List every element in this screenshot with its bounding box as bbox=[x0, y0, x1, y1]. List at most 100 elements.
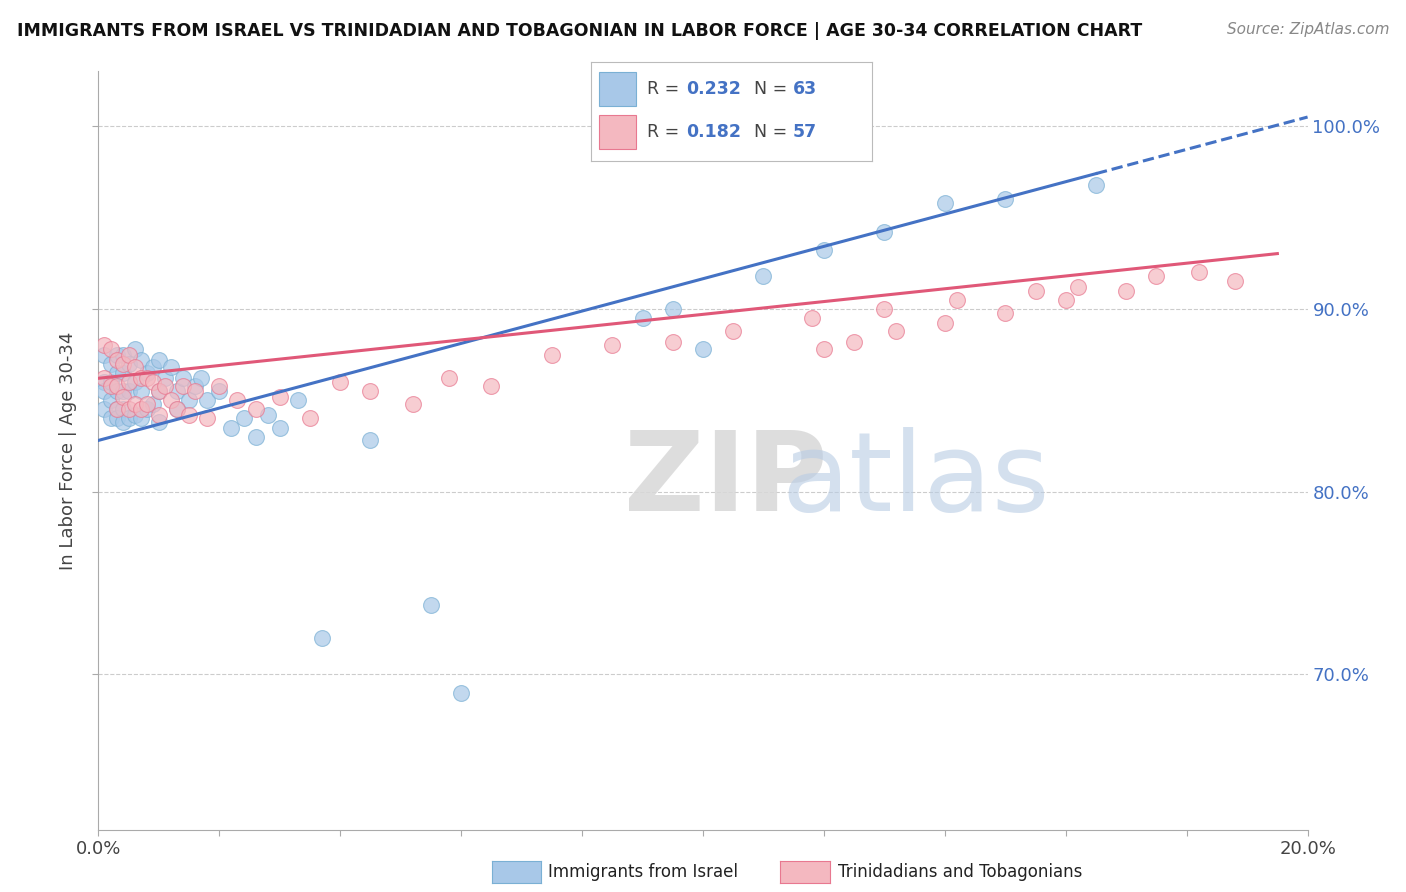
Point bbox=[135, 402, 157, 417]
Text: 63: 63 bbox=[793, 80, 817, 98]
Text: Trinidadians and Tobagonians: Trinidadians and Tobagonians bbox=[838, 863, 1083, 881]
Point bbox=[1188, 265, 1211, 279]
Text: Source: ZipAtlas.com: Source: ZipAtlas.com bbox=[1226, 22, 1389, 37]
Point bbox=[129, 384, 152, 398]
Text: IMMIGRANTS FROM ISRAEL VS TRINIDADIAN AND TOBAGONIAN IN LABOR FORCE | AGE 30-34 : IMMIGRANTS FROM ISRAEL VS TRINIDADIAN AN… bbox=[17, 22, 1142, 40]
Point bbox=[105, 366, 128, 380]
Point bbox=[166, 402, 188, 417]
Point bbox=[93, 375, 115, 389]
Point bbox=[1024, 284, 1046, 298]
Text: R =: R = bbox=[647, 80, 685, 98]
Point bbox=[105, 402, 128, 417]
Point bbox=[934, 317, 956, 331]
Point bbox=[148, 353, 170, 368]
Point bbox=[148, 384, 170, 398]
Point bbox=[402, 397, 425, 411]
Point bbox=[111, 415, 134, 429]
Point bbox=[934, 195, 956, 210]
Point bbox=[299, 411, 322, 425]
Point bbox=[329, 375, 352, 389]
Point bbox=[172, 378, 194, 392]
Point bbox=[124, 360, 146, 375]
Point bbox=[692, 342, 714, 356]
Point bbox=[118, 357, 141, 371]
Point bbox=[148, 384, 170, 398]
Point bbox=[360, 434, 382, 448]
Point bbox=[105, 384, 128, 398]
Point bbox=[100, 378, 122, 392]
Point bbox=[100, 342, 122, 356]
Point bbox=[437, 371, 460, 385]
Point bbox=[148, 415, 170, 429]
Point bbox=[111, 357, 134, 371]
Point bbox=[111, 366, 134, 380]
Bar bbox=[599, 115, 636, 149]
Point bbox=[1085, 178, 1108, 192]
Point bbox=[118, 347, 141, 361]
Text: ZIP: ZIP bbox=[624, 427, 828, 534]
Point bbox=[135, 397, 157, 411]
Bar bbox=[599, 72, 636, 105]
Point bbox=[311, 631, 333, 645]
Point bbox=[226, 393, 249, 408]
Point bbox=[118, 384, 141, 398]
Point bbox=[208, 378, 231, 392]
Point bbox=[148, 408, 170, 422]
Point bbox=[994, 305, 1017, 319]
Text: R =: R = bbox=[647, 123, 685, 141]
Text: 57: 57 bbox=[793, 123, 817, 141]
Point bbox=[245, 402, 267, 417]
Point bbox=[723, 324, 745, 338]
Point bbox=[160, 360, 183, 375]
Point bbox=[256, 408, 278, 422]
Text: N =: N = bbox=[754, 123, 793, 141]
Point bbox=[105, 378, 128, 392]
Point bbox=[873, 225, 896, 239]
Point bbox=[166, 384, 188, 398]
Y-axis label: In Labor Force | Age 30-34: In Labor Force | Age 30-34 bbox=[59, 331, 77, 570]
Point bbox=[118, 411, 141, 425]
Point bbox=[118, 375, 141, 389]
Point bbox=[153, 378, 176, 392]
Point bbox=[124, 342, 146, 356]
Text: Immigrants from Israel: Immigrants from Israel bbox=[548, 863, 738, 881]
Point bbox=[105, 402, 128, 417]
Point bbox=[1223, 275, 1246, 289]
Point bbox=[602, 338, 624, 352]
Point bbox=[111, 390, 134, 404]
Point bbox=[450, 685, 472, 699]
Point bbox=[195, 393, 218, 408]
Point bbox=[844, 334, 866, 349]
Point bbox=[172, 371, 194, 385]
Point bbox=[111, 384, 134, 398]
Point bbox=[245, 430, 267, 444]
Point bbox=[946, 293, 969, 307]
Point bbox=[195, 411, 218, 425]
Point bbox=[142, 375, 165, 389]
Point bbox=[1115, 284, 1137, 298]
Point bbox=[232, 411, 254, 425]
Point bbox=[287, 393, 309, 408]
Point bbox=[153, 371, 176, 385]
Point bbox=[813, 342, 835, 356]
Point bbox=[179, 408, 201, 422]
Point bbox=[105, 353, 128, 368]
Point bbox=[269, 390, 291, 404]
Point bbox=[93, 338, 115, 352]
Point bbox=[124, 408, 146, 422]
Text: 0.182: 0.182 bbox=[686, 123, 741, 141]
Point bbox=[142, 360, 165, 375]
Point bbox=[111, 402, 134, 417]
Point bbox=[886, 324, 908, 338]
Point bbox=[100, 393, 122, 408]
Point bbox=[179, 393, 201, 408]
Point bbox=[160, 393, 183, 408]
Point bbox=[184, 378, 207, 392]
Point bbox=[221, 420, 243, 434]
Point bbox=[420, 598, 443, 612]
Point bbox=[208, 384, 231, 398]
Point bbox=[661, 334, 683, 349]
Point bbox=[129, 371, 152, 385]
Point bbox=[1144, 268, 1167, 283]
Point bbox=[800, 311, 823, 326]
